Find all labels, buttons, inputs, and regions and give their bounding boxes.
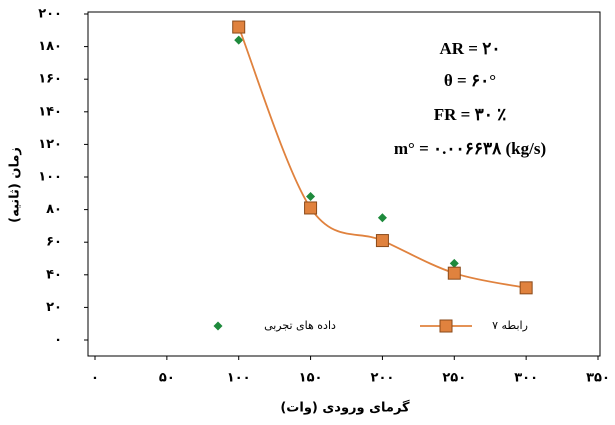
point xyxy=(306,192,316,202)
marker xyxy=(375,234,389,248)
y-tick-label: ۶٠ xyxy=(46,235,62,250)
annotation: θ = ۶٠° xyxy=(444,71,496,90)
x-tick-label: ٢٠٠ xyxy=(371,371,395,386)
y-tick-label: ٨٠ xyxy=(46,202,62,217)
x-tick-label: ٠ xyxy=(91,371,99,386)
y-tick-label: ١٠٠ xyxy=(38,170,62,185)
marker xyxy=(447,266,461,280)
point xyxy=(234,35,244,45)
y-tick-label: ٢٠ xyxy=(46,300,62,315)
annotation: FR = ٣٠ ٪ xyxy=(434,105,507,124)
y-tick-label: ۴٠ xyxy=(46,267,62,282)
y-tick-label: ١٢٠ xyxy=(38,137,62,152)
legend-label: داده های تجربی xyxy=(264,319,336,332)
y-tick-label: ١۴٠ xyxy=(38,104,62,119)
x-tick-label: ٢۵٠ xyxy=(442,371,466,386)
annotation: m° = ٠.٠٠۶۶٣٨ (kg/s) xyxy=(394,139,546,158)
marker xyxy=(519,281,533,295)
x-tick-label: ١٠٠ xyxy=(227,371,251,386)
legend-label: رابطه ۷ xyxy=(492,319,528,332)
marker xyxy=(232,20,246,34)
y-axis-title: زمان (ثانیه) xyxy=(8,147,23,223)
point xyxy=(449,258,459,268)
y-tick-label: ١٨٠ xyxy=(38,39,62,54)
annotation: AR = ٢٠ xyxy=(439,39,500,58)
plot-frame xyxy=(87,11,601,357)
y-tick-label: ٢٠٠ xyxy=(38,7,62,22)
x-tick-label: ٣۵٠ xyxy=(586,371,610,386)
y-tick-label: ٠ xyxy=(54,333,62,348)
marker xyxy=(304,201,318,215)
x-tick-label: ١۵٠ xyxy=(299,371,323,386)
legend-marker xyxy=(439,319,453,333)
x-tick-label: ٣٠٠ xyxy=(514,371,538,386)
point xyxy=(377,213,387,223)
line xyxy=(237,26,527,289)
x-axis-title: گرمای ورودی (وات) xyxy=(280,400,410,416)
legend-marker xyxy=(213,321,223,331)
y-tick-label: ١۶٠ xyxy=(38,72,62,87)
x-tick-label: ۵٠ xyxy=(159,371,175,386)
